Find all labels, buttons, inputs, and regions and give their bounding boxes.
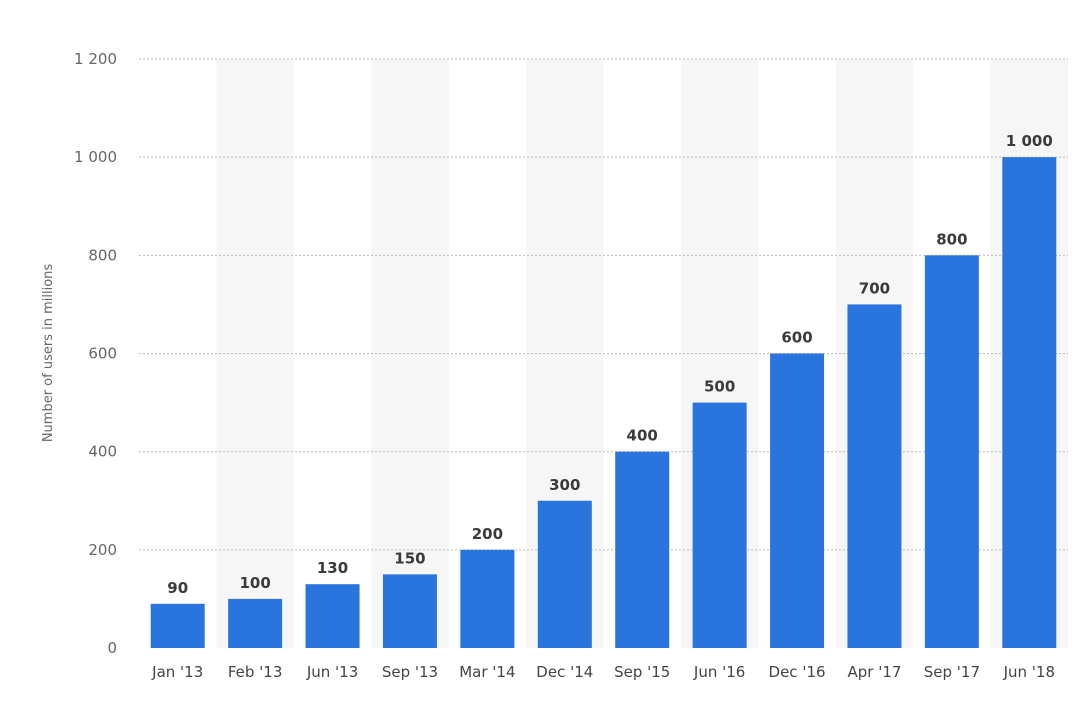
bar [924, 255, 979, 649]
x-tick-label: Feb '13 [228, 663, 283, 681]
gridlines [139, 58, 1068, 551]
x-axis-ticks: Jan '13 Feb '13 Jun '13 Sep '13 Mar '14 Dec '… [151, 663, 1055, 681]
bar [847, 304, 902, 648]
bar [770, 353, 825, 648]
y-axis-title: Number of users in millions [41, 264, 56, 443]
x-tick-label: Mar '14 [459, 663, 515, 681]
data-label: 130 [317, 559, 348, 577]
data-label: 300 [549, 476, 580, 494]
data-label: 200 [472, 525, 503, 543]
bars [150, 157, 1057, 649]
y-tick-label: 0 [107, 639, 117, 657]
data-label: 500 [704, 378, 735, 396]
bar [382, 574, 437, 648]
x-tick-label: Jun '13 [306, 663, 358, 681]
data-label: 150 [394, 549, 425, 567]
x-tick-label: Sep '17 [924, 663, 980, 681]
data-label: 600 [781, 329, 812, 347]
data-label: 1 000 [1006, 132, 1053, 150]
x-tick-label: Dec '14 [536, 663, 593, 681]
x-tick-label: Sep '15 [614, 663, 670, 681]
x-tick-label: Apr '17 [847, 663, 901, 681]
data-labels: 90 100 130 150 200 300 400 500 600 700 800 1 000 [167, 132, 1053, 597]
x-tick-label: Jun '16 [693, 663, 745, 681]
y-tick-label: 400 [88, 443, 117, 461]
bar [537, 500, 592, 648]
bar [305, 584, 360, 648]
x-tick-label: Dec '16 [769, 663, 826, 681]
bar [1002, 157, 1057, 648]
x-tick-label: Sep '13 [382, 663, 438, 681]
x-tick-label: Jan '13 [151, 663, 203, 681]
bar [228, 598, 283, 648]
y-tick-label: 800 [88, 246, 117, 264]
y-tick-label: 1 000 [74, 148, 117, 166]
bar [460, 549, 515, 648]
y-tick-label: 1 200 [74, 50, 117, 68]
y-tick-label: 200 [88, 541, 117, 559]
bar [615, 451, 670, 648]
y-axis-ticks: 0 200 400 600 800 1 000 1 200 [74, 50, 117, 657]
data-label: 100 [239, 574, 270, 592]
bar [150, 603, 205, 648]
data-label: 800 [936, 230, 967, 248]
data-label: 400 [627, 427, 658, 445]
bar [692, 402, 747, 648]
y-tick-label: 600 [88, 345, 117, 363]
data-label: 700 [859, 279, 890, 297]
x-tick-label: Jun '18 [1003, 663, 1055, 681]
data-label: 90 [167, 579, 188, 597]
